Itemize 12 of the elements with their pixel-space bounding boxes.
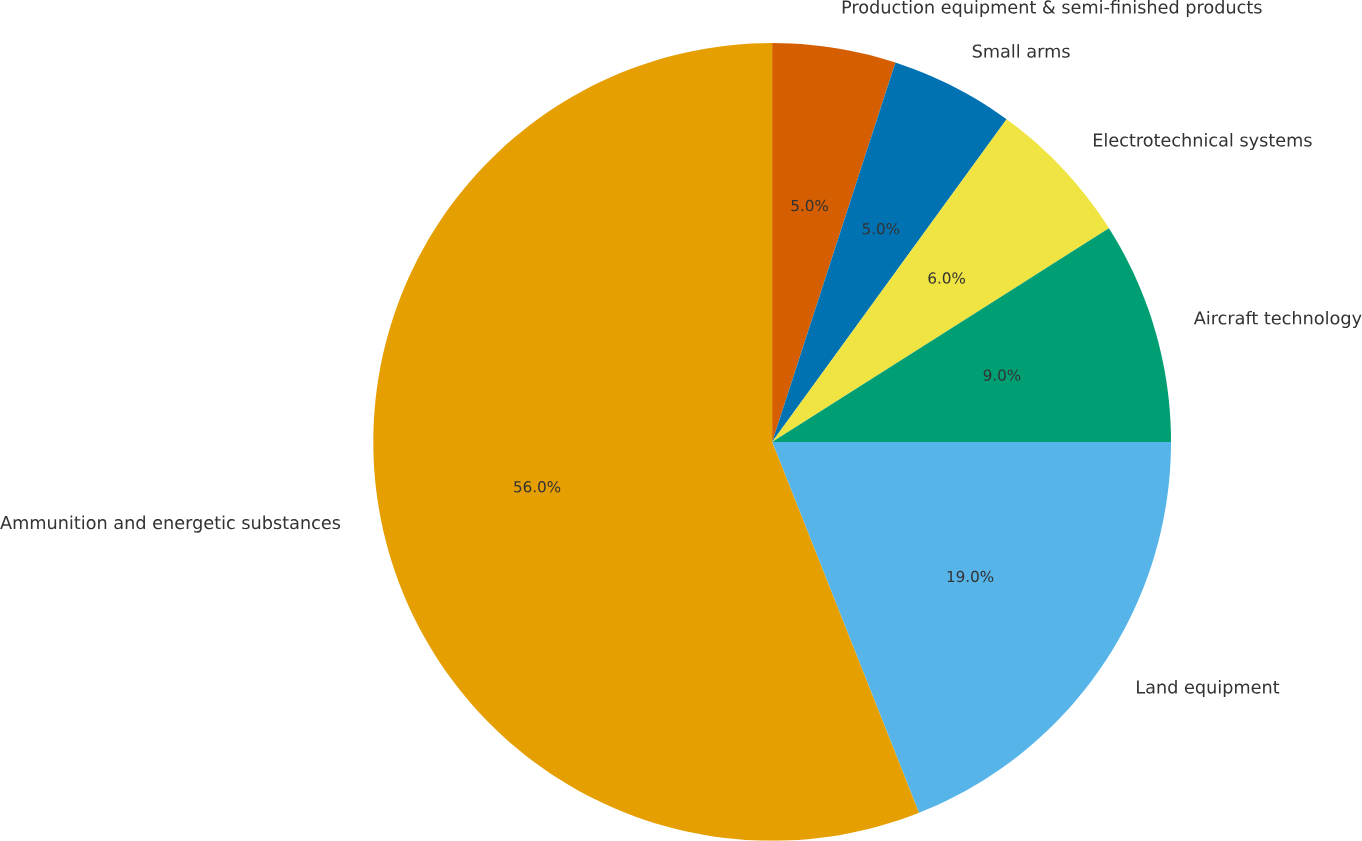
slice-label: Aircraft technology: [1193, 311, 1362, 329]
data-label: 56.0%: [514, 481, 561, 493]
slice-label: Electrotechnical systems: [1093, 133, 1312, 151]
data-label: 5.0%: [862, 223, 900, 235]
slice-label: Land equipment: [1137, 680, 1280, 698]
data-label: 19.0%: [947, 570, 994, 583]
slice-label: Ammunition and energetic substances: [0, 515, 341, 533]
data-label: 5.0%: [791, 199, 828, 212]
slice-label: Small arms: [972, 44, 1070, 58]
data-label: 6.0%: [928, 272, 966, 284]
data-label: 9.0%: [983, 369, 1021, 381]
slice-label: Production equipment & semi-finished products: [842, 0, 1262, 18]
